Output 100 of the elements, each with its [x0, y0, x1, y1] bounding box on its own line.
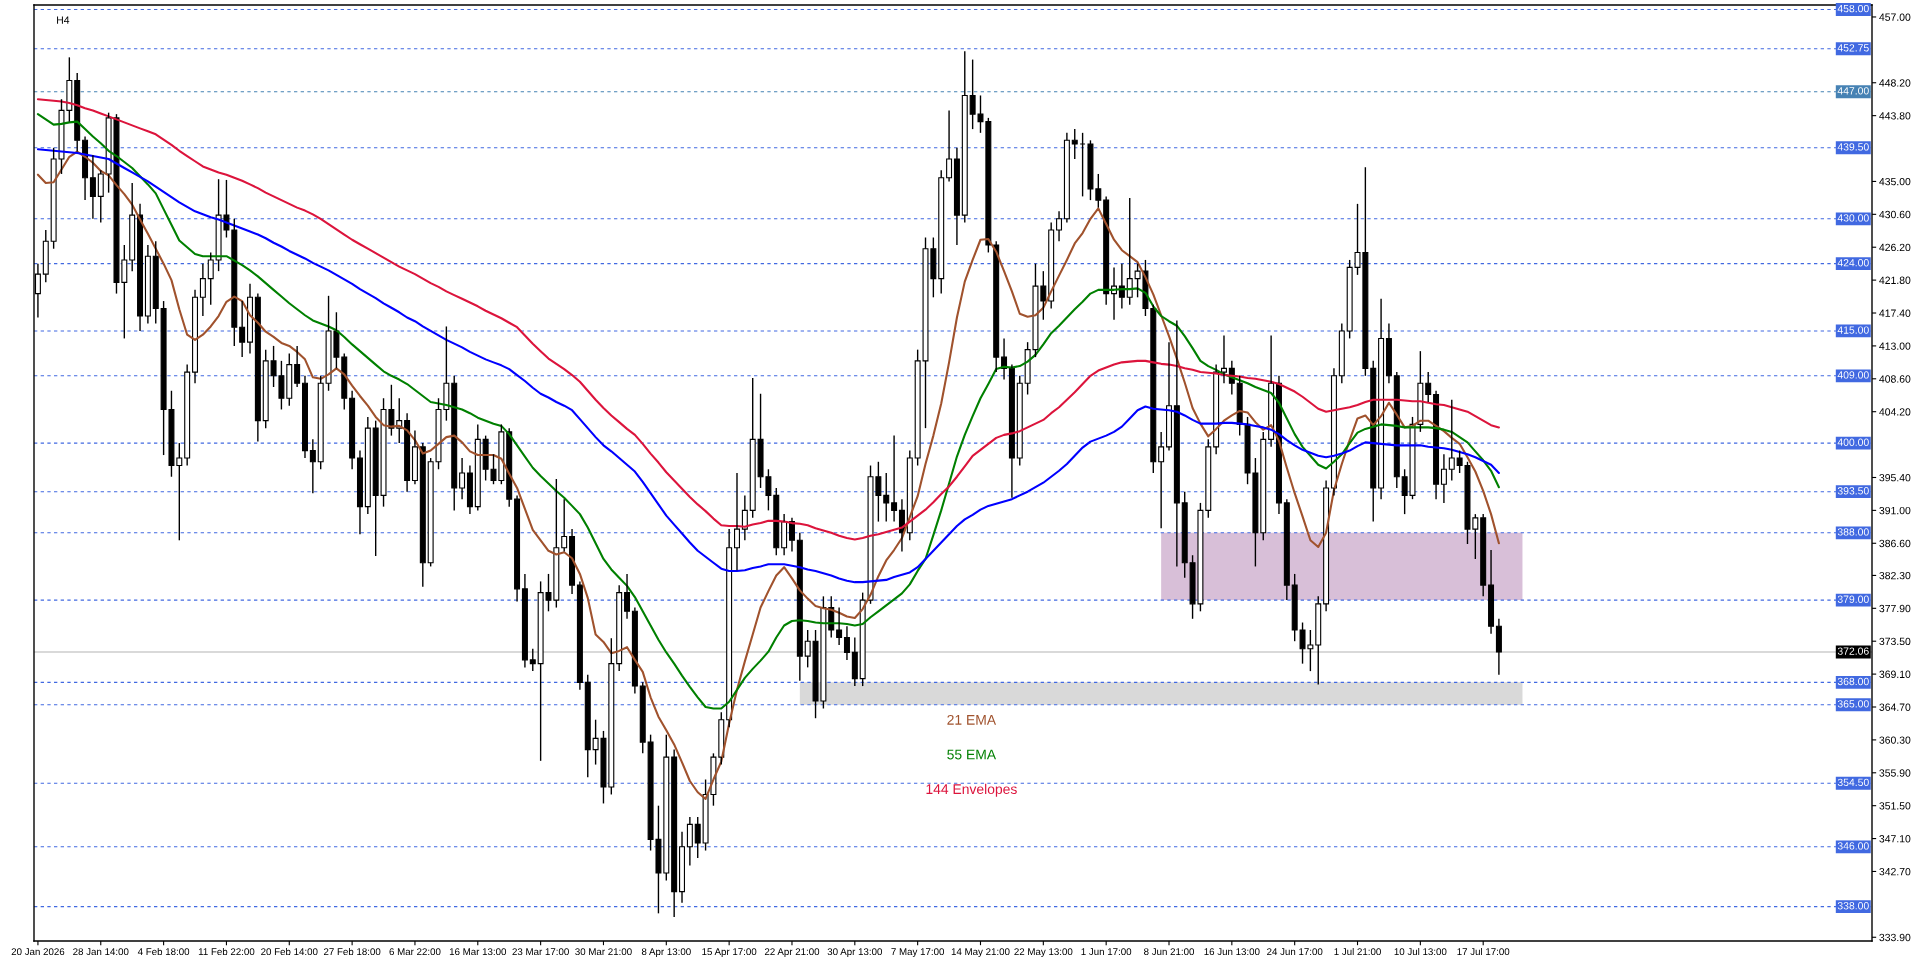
- x-tick-label: 20 Feb 14:00: [261, 947, 318, 956]
- y-tick-label: 360.30: [1879, 736, 1911, 744]
- candlestick: [1056, 210, 1063, 242]
- x-tick-label: 8 Jun 21:00: [1144, 948, 1195, 956]
- candlestick: [1378, 298, 1385, 500]
- y-tick-label: 413.00: [1879, 342, 1911, 350]
- candlestick: [184, 363, 191, 467]
- ref-line-label: 430.00: [1837, 214, 1869, 222]
- y-tick-label: 417.40: [1879, 309, 1911, 317]
- x-tick-label: 11 Feb 22:00: [198, 947, 255, 956]
- x-tick-label: 10 Jul 13:00: [1394, 947, 1447, 956]
- x-tick-label: 15 Apr 17:00: [702, 948, 757, 958]
- x-tick-label: 4 Feb 18:00: [137, 947, 190, 956]
- candlestick: [631, 606, 638, 695]
- x-tick-label: 16 Mar 13:00: [449, 948, 507, 956]
- ref-line-label: 424.00: [1837, 259, 1869, 267]
- candlestick: [1495, 618, 1502, 676]
- candlestick: [349, 390, 356, 470]
- candlestick: [144, 244, 151, 325]
- ref-line-label: 368.00: [1837, 677, 1869, 686]
- candlestick: [364, 416, 371, 515]
- y-tick-label: 443.80: [1879, 112, 1911, 120]
- candlestick: [1166, 341, 1172, 452]
- candlestick: [1433, 390, 1440, 500]
- x-tick-label: 14 May 21:00: [951, 948, 1010, 958]
- candlestick: [781, 513, 788, 556]
- candlestick: [1158, 431, 1165, 530]
- candlestick: [466, 464, 473, 515]
- ref-line-label: 379.00: [1837, 595, 1869, 603]
- x-tick-label: 22 May 13:00: [1014, 948, 1073, 958]
- candlestick: [1220, 334, 1227, 384]
- candlestick: [851, 636, 858, 687]
- candlestick: [726, 528, 733, 728]
- x-tick-label: 17 Jul 17:00: [1457, 947, 1510, 956]
- candlestick: [514, 494, 521, 603]
- candlestick: [616, 584, 623, 672]
- candlestick: [1480, 513, 1487, 598]
- candlestick: [404, 412, 411, 493]
- ref-line-label: 338.00: [1837, 902, 1869, 910]
- y-tick-label: 355.90: [1879, 769, 1911, 777]
- ref-line-label: 393.50: [1837, 487, 1869, 495]
- y-tick-label: 448.20: [1879, 79, 1911, 87]
- y-tick-label: 391.00: [1879, 506, 1911, 515]
- candlestick: [294, 345, 301, 388]
- y-tick-label: 369.10: [1879, 670, 1911, 678]
- ref-line-label: 415.00: [1837, 326, 1869, 334]
- ref-line-label: 372.06: [1837, 647, 1869, 655]
- candlestick: [309, 438, 316, 494]
- ref-line-label: 458.00: [1837, 4, 1869, 13]
- candlestick: [686, 816, 693, 867]
- candlestick: [569, 528, 576, 595]
- candlestick: [1008, 363, 1015, 499]
- line-series: [36, 113, 1500, 710]
- x-tick-label: 22 Apr 21:00: [764, 948, 820, 958]
- ref-line-label: 439.50: [1837, 143, 1869, 151]
- candlestick: [1063, 132, 1070, 224]
- y-tick-label: 430.60: [1879, 210, 1911, 219]
- candlestick: [883, 472, 890, 523]
- candlestick: [1048, 221, 1055, 310]
- candlestick: [796, 532, 803, 682]
- candlestick: [356, 449, 363, 535]
- candlestick: [301, 375, 308, 459]
- x-tick-label: 28 Jan 14:00: [73, 948, 129, 956]
- x-tick-label: 24 Jun 17:00: [1267, 948, 1323, 956]
- y-tick-label: 347.10: [1879, 835, 1911, 843]
- x-tick-label: 30 Apr 13:00: [827, 948, 883, 958]
- x-tick-label: 23 Mar 17:00: [512, 948, 569, 956]
- candlestick: [1103, 195, 1110, 306]
- candlestick: [192, 289, 199, 384]
- y-tick-label: 373.50: [1879, 637, 1911, 646]
- y-tick-label: 351.50: [1879, 802, 1911, 810]
- candlestick: [137, 203, 144, 332]
- candlestick: [521, 573, 528, 669]
- candlestick: [1488, 549, 1495, 635]
- x-tick-label: 8 Apr 13:00: [641, 948, 691, 958]
- candlestick: [946, 109, 953, 183]
- candlestick: [247, 283, 253, 355]
- y-tick-label: 364.70: [1879, 703, 1911, 711]
- y-tick-label: 386.60: [1879, 539, 1911, 548]
- y-tick-label: 377.90: [1879, 604, 1911, 613]
- text: 55 EMA: [947, 749, 997, 760]
- ref-line-label: 452.75: [1837, 44, 1869, 52]
- y-tick-label: 408.60: [1879, 375, 1911, 383]
- candlestick: [624, 573, 631, 620]
- candlestick: [843, 625, 850, 661]
- y-tick-label: 342.70: [1879, 867, 1911, 876]
- candlestick: [411, 429, 418, 485]
- ref-line-label: 388.00: [1837, 528, 1869, 536]
- ref-line-label: 400.00: [1837, 438, 1869, 446]
- x-tick-label: 6 Mar 22:00: [389, 948, 441, 956]
- ref-line-label: 447.00: [1837, 87, 1869, 95]
- y-tick-label: 404.20: [1879, 408, 1911, 416]
- candlestick: [1173, 319, 1180, 568]
- ref-line-label: 409.00: [1837, 371, 1869, 379]
- ref-line-label: 354.50: [1837, 778, 1869, 787]
- candlestick: [679, 831, 686, 904]
- x-tick-label: 1 Jun 17:00: [1081, 948, 1132, 956]
- y-tick-label: 382.30: [1879, 571, 1911, 580]
- text: 144 Envelopes: [926, 783, 1017, 797]
- candlestick: [199, 262, 206, 317]
